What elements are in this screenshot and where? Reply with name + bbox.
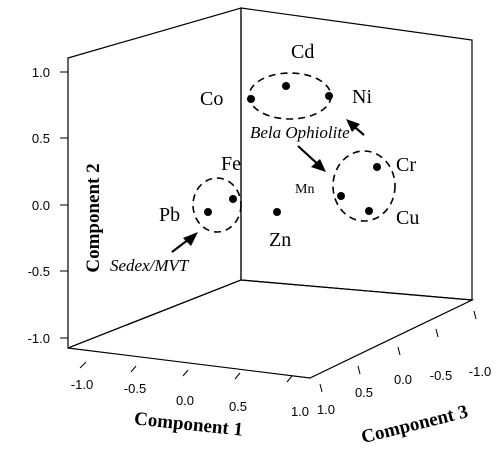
data-point-cu [365,207,373,215]
c1-tick-label: 0.5 [229,399,247,414]
c1-tick-mark [286,375,293,383]
bela-upper-group-outline [248,72,332,120]
point-label-ni: Ni [352,86,372,108]
c2-tick-label: 0.0 [32,198,50,213]
c2-tick-label: 0.5 [32,131,50,146]
c1-tick-mark [79,361,87,369]
annotation-arrows [171,119,365,253]
bela-ophiolite-annotation: Bela Ophiolite [250,123,350,142]
point-label-fe: Fe [221,153,241,175]
c1-tick-mark [130,365,137,373]
sedex-group-outline [192,177,242,233]
floor [67,279,475,379]
c3-tick-mark [435,328,439,338]
c1-tick-mark [234,372,241,380]
point-label-cu: Cu [396,207,419,229]
c3-tick-label: 1.0 [317,402,335,417]
point-label-zn: Zn [269,229,291,251]
c3-tick-mark [397,346,401,356]
component-2-axis: 1.0 0.5 0.0 -0.5 -1.0 Component 2 [28,65,104,346]
c1-tick-mark [182,369,189,377]
c1-tick-label: -1.0 [71,377,93,392]
c3-tick-label: 0.5 [355,385,373,400]
data-point-cr [373,163,381,171]
c3-tick-mark [473,310,477,320]
c3-tick-label: -1.0 [469,364,491,379]
sedex-mvt-annotation: Sedex/MVT [110,256,190,275]
data-point-pb [204,208,212,216]
c2-tick-label: -1.0 [28,331,50,346]
back-right-wall [240,7,473,301]
data-point-ni [325,92,333,100]
bela-lower-arrowhead [311,159,326,172]
c3-tick-mark [319,383,323,393]
data-point-mn [337,192,345,200]
c3-tick-mark [357,365,361,375]
point-label-cd: Cd [291,41,314,63]
point-label-cr: Cr [396,154,416,176]
data-point-cd [282,82,290,90]
point-label-mn: Mn [295,182,314,197]
bela-lower-group-outline [332,150,396,222]
c2-tick-label: 1.0 [32,65,50,80]
data-points: Cd Co Ni Cr Mn Cu Fe Pb Zn [159,41,419,251]
data-point-zn [273,208,281,216]
component-1-title: Component 1 [133,408,244,440]
c1-tick-label: 0.0 [176,393,194,408]
c1-tick-label: -0.5 [124,381,146,396]
point-label-co: Co [200,88,223,110]
c2-tick-label: -0.5 [28,264,50,279]
c3-tick-label: 0.0 [394,372,412,387]
data-point-fe [229,195,237,203]
plot-box [67,7,475,379]
component-2-title: Component 2 [83,163,104,272]
point-label-pb: Pb [159,204,180,226]
component-3-title: Component 3 [359,401,470,448]
bela-upper-arrowhead [346,119,360,132]
component-3-axis: 1.0 0.5 0.0 -0.5 -1.0 Component 3 [317,310,491,448]
sedex-arrowhead [183,232,198,246]
data-point-co [247,95,255,103]
c3-tick-label: -0.5 [430,368,452,383]
annotations: Bela Ophiolite Sedex/MVT [110,123,350,275]
c1-tick-label: 1.0 [291,404,309,419]
